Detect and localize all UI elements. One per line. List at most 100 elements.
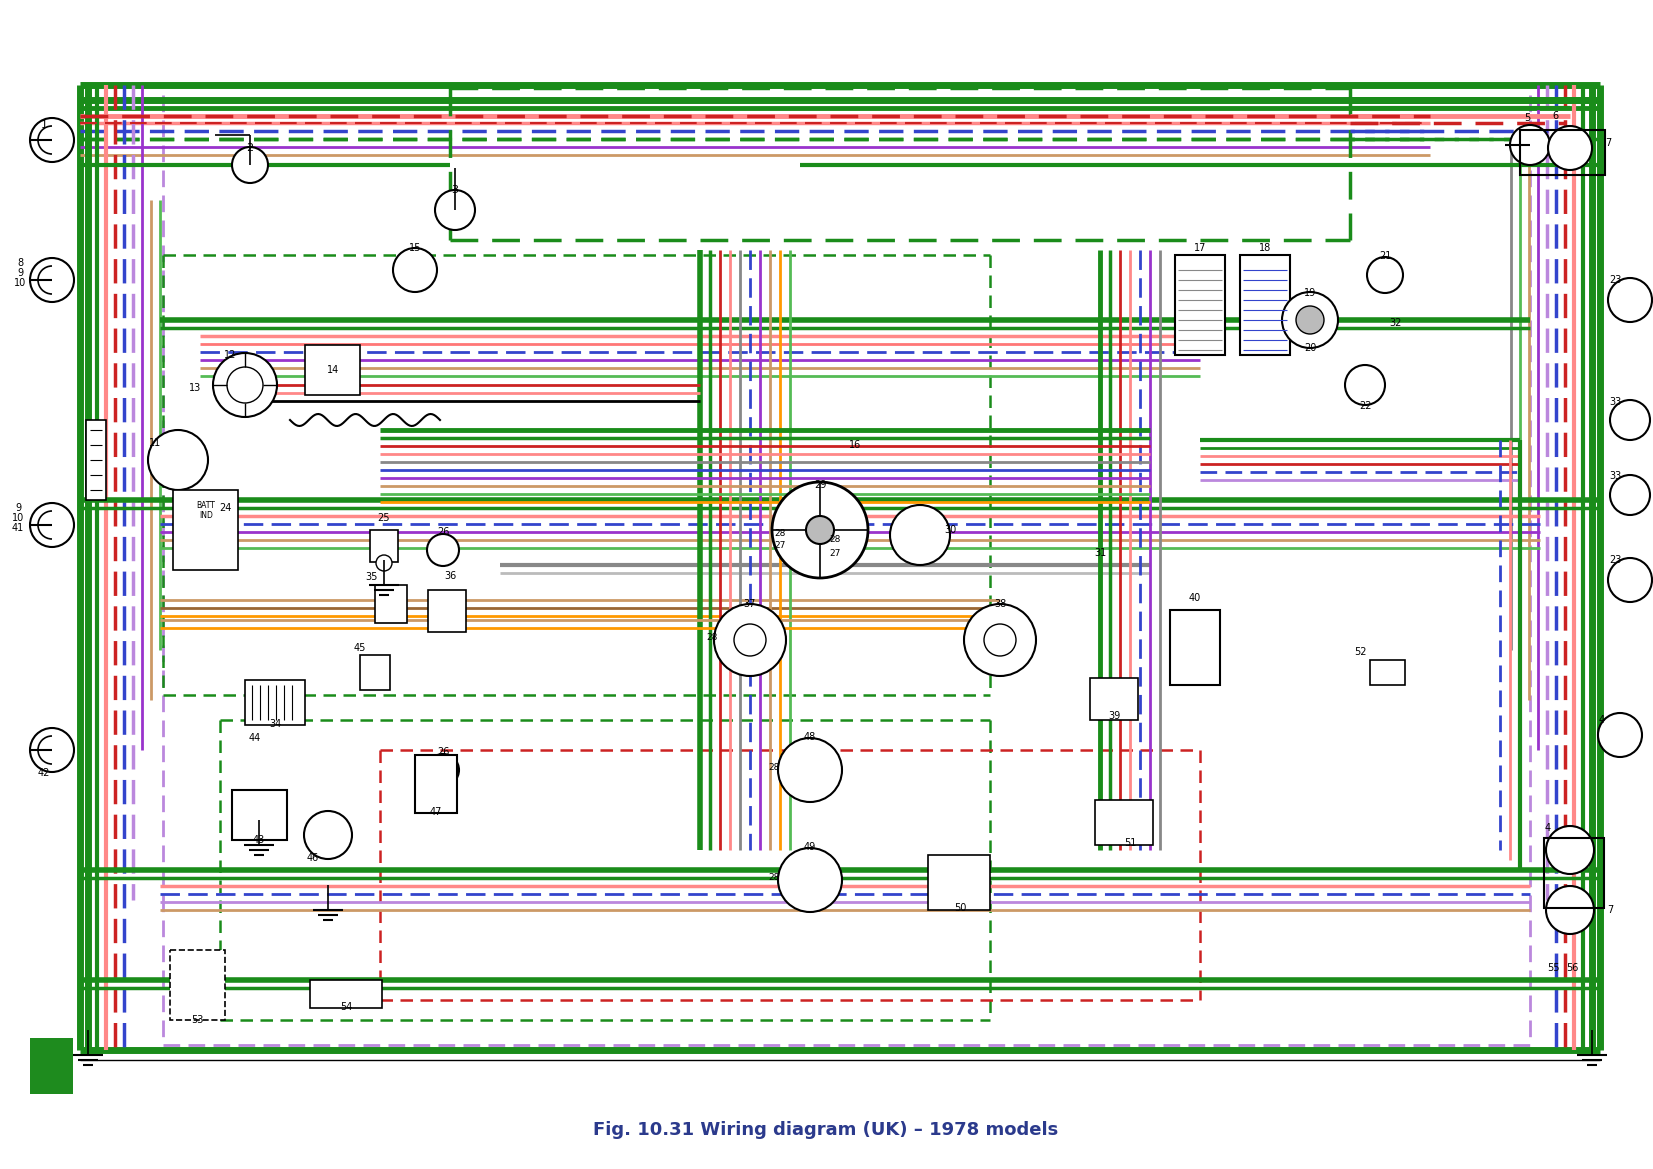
Text: 22: 22 xyxy=(1359,401,1372,411)
Text: 13: 13 xyxy=(188,383,202,393)
Bar xyxy=(170,950,225,1021)
Text: 23: 23 xyxy=(1608,555,1622,565)
Text: 53: 53 xyxy=(190,1015,203,1025)
Bar xyxy=(1094,800,1154,845)
Bar xyxy=(1544,838,1603,908)
Text: 26: 26 xyxy=(436,527,450,537)
Text: 32: 32 xyxy=(1389,318,1402,328)
Text: 49: 49 xyxy=(803,842,817,852)
Text: 9: 9 xyxy=(15,503,21,513)
Text: 24: 24 xyxy=(218,503,231,513)
Text: 43: 43 xyxy=(253,835,264,845)
Circle shape xyxy=(1367,257,1403,293)
Text: 47: 47 xyxy=(430,807,443,817)
Text: 10: 10 xyxy=(13,278,26,288)
Circle shape xyxy=(1608,558,1651,602)
Circle shape xyxy=(426,534,460,566)
Text: 55: 55 xyxy=(1547,963,1559,973)
Text: 41: 41 xyxy=(12,523,25,533)
Text: 46: 46 xyxy=(307,853,319,863)
Text: 14: 14 xyxy=(327,365,339,375)
Bar xyxy=(375,584,407,623)
Text: 20: 20 xyxy=(1304,343,1316,353)
Circle shape xyxy=(435,191,474,230)
Bar xyxy=(1170,610,1220,685)
Text: 4: 4 xyxy=(1598,715,1605,725)
Bar xyxy=(360,655,390,690)
Circle shape xyxy=(779,738,841,802)
Text: 48: 48 xyxy=(803,732,817,742)
Text: 8: 8 xyxy=(17,258,23,268)
Circle shape xyxy=(984,624,1017,656)
Bar xyxy=(1089,678,1137,720)
Text: 56: 56 xyxy=(1565,963,1579,973)
Text: 15: 15 xyxy=(408,243,422,253)
Bar xyxy=(370,530,398,562)
Circle shape xyxy=(1546,826,1593,874)
Text: 29: 29 xyxy=(813,480,826,490)
Circle shape xyxy=(30,258,74,302)
Circle shape xyxy=(1283,292,1337,348)
Circle shape xyxy=(30,118,74,162)
Text: 45: 45 xyxy=(354,643,367,653)
Text: 12: 12 xyxy=(223,350,236,360)
Text: 26: 26 xyxy=(436,747,450,758)
Bar xyxy=(1521,130,1605,175)
Text: 7: 7 xyxy=(1607,905,1613,915)
Circle shape xyxy=(231,147,268,184)
Circle shape xyxy=(1296,306,1324,334)
Text: 50: 50 xyxy=(954,902,967,913)
Text: 16: 16 xyxy=(850,440,861,450)
Circle shape xyxy=(1547,126,1592,170)
Circle shape xyxy=(1509,125,1551,165)
Bar xyxy=(30,1038,73,1094)
Text: 28: 28 xyxy=(774,530,785,539)
Text: 3: 3 xyxy=(451,185,458,195)
Text: 6: 6 xyxy=(1552,111,1559,122)
Bar xyxy=(415,755,456,812)
Text: 38: 38 xyxy=(993,599,1007,609)
Text: 19: 19 xyxy=(1304,288,1316,298)
Circle shape xyxy=(226,367,263,403)
Text: 7: 7 xyxy=(1605,138,1612,148)
Text: 54: 54 xyxy=(341,1002,352,1012)
Text: 1: 1 xyxy=(41,120,48,130)
Text: 51: 51 xyxy=(1124,838,1136,848)
Text: 5: 5 xyxy=(1524,113,1531,123)
Text: 33: 33 xyxy=(1608,397,1622,407)
Text: 27: 27 xyxy=(830,548,841,558)
Text: IND: IND xyxy=(198,511,213,519)
Text: 52: 52 xyxy=(1354,646,1367,657)
Text: 37: 37 xyxy=(744,599,755,609)
Circle shape xyxy=(772,482,868,577)
Text: 39: 39 xyxy=(1108,711,1121,721)
Circle shape xyxy=(1598,713,1641,758)
Bar xyxy=(1175,255,1225,355)
Circle shape xyxy=(1546,886,1593,934)
Text: 2: 2 xyxy=(246,143,253,153)
Text: 36: 36 xyxy=(445,570,456,581)
Circle shape xyxy=(30,503,74,547)
Text: 28: 28 xyxy=(769,873,780,883)
Circle shape xyxy=(1610,475,1650,516)
Circle shape xyxy=(393,248,436,292)
Circle shape xyxy=(1610,400,1650,440)
Circle shape xyxy=(375,555,392,570)
Text: 42: 42 xyxy=(38,768,50,779)
Text: 25: 25 xyxy=(379,513,390,523)
Circle shape xyxy=(30,728,74,772)
Text: 21: 21 xyxy=(1379,251,1392,261)
Circle shape xyxy=(304,811,352,859)
Text: 18: 18 xyxy=(1260,243,1271,253)
Bar xyxy=(174,490,238,570)
Bar xyxy=(86,420,106,500)
Circle shape xyxy=(889,505,950,565)
Text: 27: 27 xyxy=(774,540,785,549)
Bar xyxy=(306,345,360,395)
Text: 11: 11 xyxy=(149,438,160,448)
Text: 44: 44 xyxy=(250,733,261,743)
Circle shape xyxy=(426,754,460,786)
Text: 31: 31 xyxy=(1094,548,1106,558)
Circle shape xyxy=(714,604,785,676)
Circle shape xyxy=(1346,365,1385,404)
